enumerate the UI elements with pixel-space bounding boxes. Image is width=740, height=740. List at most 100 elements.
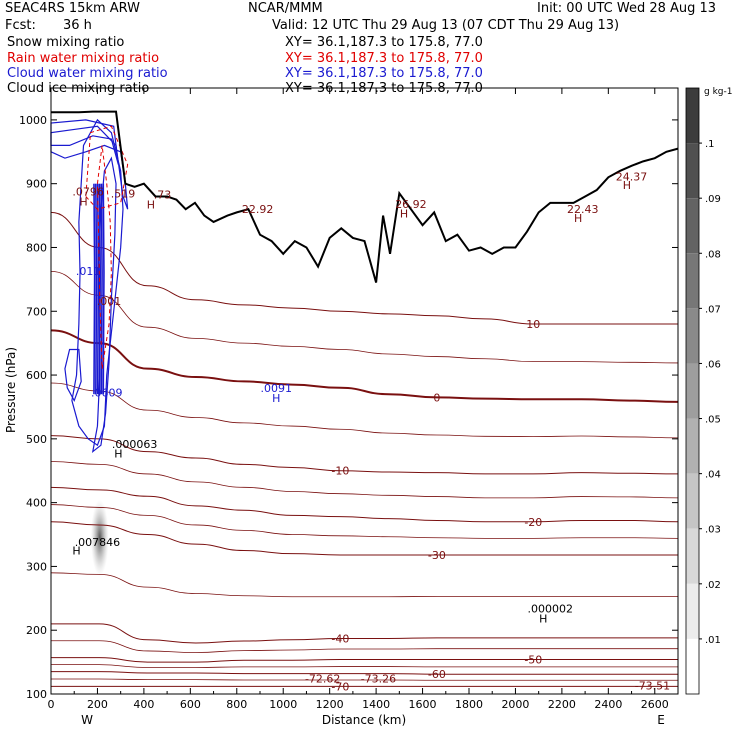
colorbar-swatch <box>686 253 699 309</box>
temp-contour--30 <box>50 521 678 556</box>
annotation-label: -73.51 <box>635 680 670 693</box>
legend-rain-xy: XY= 36.1,187.3 to 175.8, 77.0 <box>285 51 483 66</box>
y-tick-label: 500 <box>26 433 47 446</box>
temp-contour-minor <box>50 382 679 439</box>
annotation-label: 24.37 <box>616 171 648 184</box>
y-axis-label: Pressure (hPa) <box>4 347 18 433</box>
terrain-profile <box>51 110 679 283</box>
colorbar: .1 .09 .08 .07 .06 .05 .04 .03 .02 .01 <box>685 87 721 695</box>
colorbar-swatch <box>686 308 699 364</box>
y-tick-label: 800 <box>26 241 47 254</box>
x-tick-label: 600 <box>180 698 201 711</box>
colorbar-swatch <box>686 583 699 639</box>
legend-rain-name: Rain water mixing ratio <box>7 51 160 66</box>
temp-label: -10 <box>331 465 349 478</box>
legend-cloud-water-name: Cloud water mixing ratio <box>7 66 168 81</box>
colorbar-tick-label: .06 <box>705 359 721 370</box>
x-axis: 0 200 400 600 800 1000 1200 1400 1600 1800 2000 220… <box>48 88 669 711</box>
annotation-label: 26.92 <box>395 198 427 211</box>
y-tick-label: 200 <box>26 624 47 637</box>
annotation-label: .011 <box>76 265 101 278</box>
temp-label: -50 <box>524 654 542 667</box>
cloud-water-contour <box>50 125 129 210</box>
annotation-label: .007846 <box>75 536 121 549</box>
y-tick-label: 900 <box>26 178 47 191</box>
temp-contour--10 <box>50 435 679 475</box>
colorbar-frame <box>685 87 700 695</box>
temp-label: 0 <box>433 391 440 404</box>
x-tick-label: 2200 <box>548 698 576 711</box>
annotation-label: .0609 <box>91 386 123 399</box>
colorbar-swatch <box>686 198 699 254</box>
annotation-label: H <box>79 196 87 209</box>
temp-contour-minor <box>50 572 678 598</box>
annotation-label: .000063 <box>112 438 158 451</box>
annotation-label: -73.26 <box>361 673 396 686</box>
cloud-water-contour <box>50 119 119 165</box>
cloud-water-contour <box>96 183 100 395</box>
temp-contour-0 <box>50 329 679 403</box>
temperature-contours: -70 -60 -50 -40 -30 -20 -10 0 10 <box>50 211 679 693</box>
annotation-label: H <box>72 544 80 557</box>
colorbar-tick-label: .09 <box>705 194 721 205</box>
east-label: E <box>657 713 665 727</box>
annotation-label: .519 <box>111 187 136 200</box>
west-label: W <box>81 713 93 727</box>
annotation-label: -72.62 <box>305 673 340 686</box>
annotation-label: H <box>400 208 408 221</box>
annotation-label: .0091 <box>261 382 293 395</box>
x-tick-label: 1400 <box>362 698 390 711</box>
x-tick-label: 2600 <box>641 698 669 711</box>
x-tick-label: 2400 <box>594 698 622 711</box>
cloud-water-contour <box>93 183 96 395</box>
colorbar-swatch <box>686 363 699 419</box>
x-tick-label: 0 <box>48 698 55 711</box>
temp-label: -30 <box>428 549 446 562</box>
y-tick-label: 1000 <box>19 114 47 127</box>
temp-contour-minor <box>50 461 679 499</box>
x-tick-label: 1200 <box>316 698 344 711</box>
colorbar-unit: g kg-1 <box>704 87 732 97</box>
temp-contour-minor <box>50 270 679 364</box>
temp-label: -20 <box>524 516 542 529</box>
temp-contour--50 <box>50 657 678 663</box>
legend-cloud-water-xy: XY= 36.1,187.3 to 175.8, 77.0 <box>285 66 483 81</box>
cloud-ice-shading <box>90 499 109 576</box>
plot-frame <box>50 87 679 695</box>
temp-contour-minor <box>51 664 678 668</box>
center-name: NCAR/MMM <box>248 1 323 16</box>
cloud-ice-blob <box>90 499 109 576</box>
annotation-label: H <box>623 179 631 192</box>
x-tick-label: 200 <box>87 698 108 711</box>
annotation-label: H <box>539 613 547 626</box>
colorbar-tick-label: .07 <box>705 304 721 315</box>
annotation-label: H <box>574 212 582 225</box>
forecast-label: Fcst: <box>5 18 36 33</box>
rain-contour <box>96 145 112 369</box>
annotation-label: H <box>114 448 122 461</box>
colorbar-swatch <box>686 143 699 199</box>
temp-label: -70 <box>331 680 349 693</box>
terrain-line <box>51 110 679 283</box>
temp-label: 10 <box>526 318 540 331</box>
x-tick-label: 400 <box>133 698 154 711</box>
x-tick-label: 800 <box>226 698 247 711</box>
annotation-label: .73 <box>154 189 172 202</box>
temp-label: -40 <box>331 633 349 646</box>
init-time: Init: 00 UTC Wed 28 Aug 13 <box>537 1 717 16</box>
legend-snow-xy: XY= 36.1,187.3 to 175.8, 77.0 <box>285 35 483 50</box>
temp-contour-minor <box>51 640 678 653</box>
colorbar-tick-label: .03 <box>705 525 721 536</box>
cloud-water-contour <box>102 183 105 395</box>
temp-contour--60 <box>51 671 678 675</box>
colorbar-swatch <box>686 88 699 144</box>
y-tick-label: 300 <box>26 560 47 573</box>
colorbar-tick-label: .04 <box>705 470 721 481</box>
annotation-label: 22.92 <box>242 203 274 216</box>
x-tick-label: 1000 <box>269 698 297 711</box>
y-tick-label: 400 <box>26 497 47 510</box>
x-tick-label: 2000 <box>501 698 529 711</box>
colorbar-tick-label: .05 <box>705 415 721 426</box>
